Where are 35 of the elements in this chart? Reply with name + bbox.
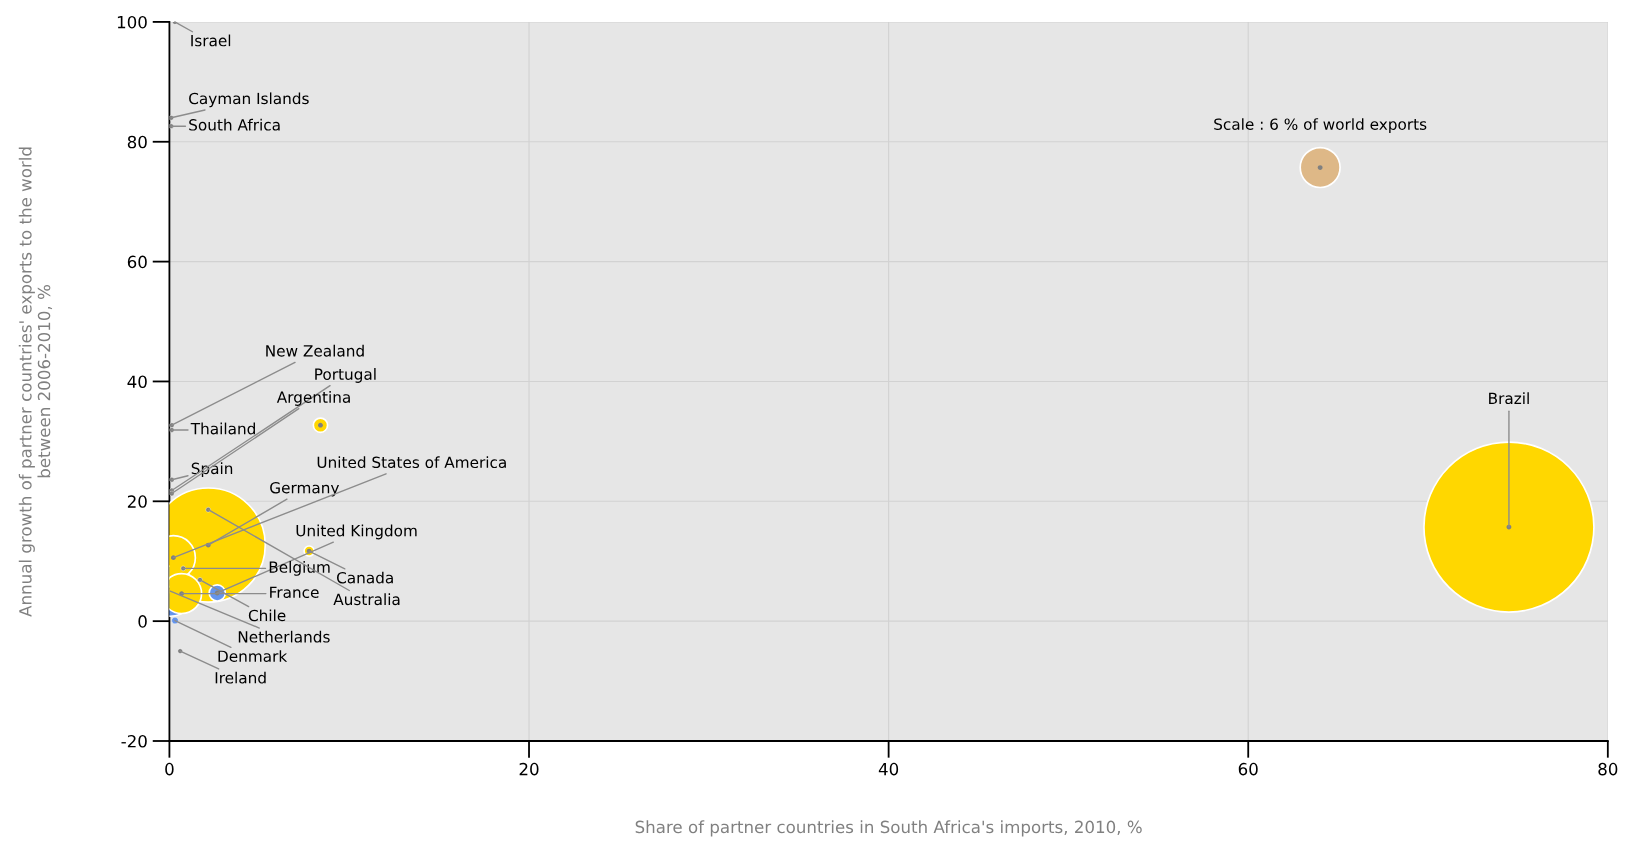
x-tick-label: 20	[519, 762, 539, 776]
y-tick-label: 100	[117, 15, 147, 29]
y-tick-label: 0	[138, 615, 147, 628]
annotation: Cayman Islands	[189, 92, 309, 108]
y-tick-label: -20	[121, 734, 147, 748]
annotation: Spain	[191, 462, 233, 478]
annotation: Portugal	[315, 368, 376, 383]
y-tick-label: 60	[127, 255, 147, 269]
annotation: Israel	[191, 34, 231, 47]
annotation: New Zealand	[266, 344, 364, 357]
annotation: Brazil	[1489, 392, 1529, 405]
annotation: Ireland	[215, 671, 266, 684]
x-tick-label: 0	[165, 762, 174, 776]
y-tick-label: 40	[127, 375, 147, 389]
annotation: Chile	[248, 609, 286, 622]
y-tick-label: 80	[127, 135, 147, 149]
annotation: South Africa	[189, 118, 280, 131]
y-axis-title: Annual growth of partner countries' exports to the world between 2006-2010, %	[18, 147, 53, 617]
y-tick-label: 20	[127, 495, 147, 508]
annotation: Scale : 6 % of world exports	[1214, 118, 1427, 133]
annotation: United States of America	[317, 456, 506, 469]
x-tick-label: 80	[1598, 762, 1618, 776]
x-axis-title: Share of partner countries in South Africa's imports, 2010, %	[635, 820, 1142, 837]
annotation: Canada	[336, 571, 393, 584]
annotation: Germany	[270, 481, 340, 497]
annotation: United Kingdom	[296, 524, 417, 540]
annotation: Denmark	[218, 650, 288, 662]
annotation: Australia	[333, 593, 400, 606]
annotation: Argentina	[276, 391, 350, 406]
annotation: Thailand	[190, 422, 255, 435]
annotation: France	[270, 586, 319, 599]
x-tick-label: 60	[1238, 762, 1258, 776]
x-tick-label: 40	[878, 762, 899, 776]
annotation: Netherlands	[238, 630, 330, 643]
annotation: Belgium	[269, 561, 330, 576]
